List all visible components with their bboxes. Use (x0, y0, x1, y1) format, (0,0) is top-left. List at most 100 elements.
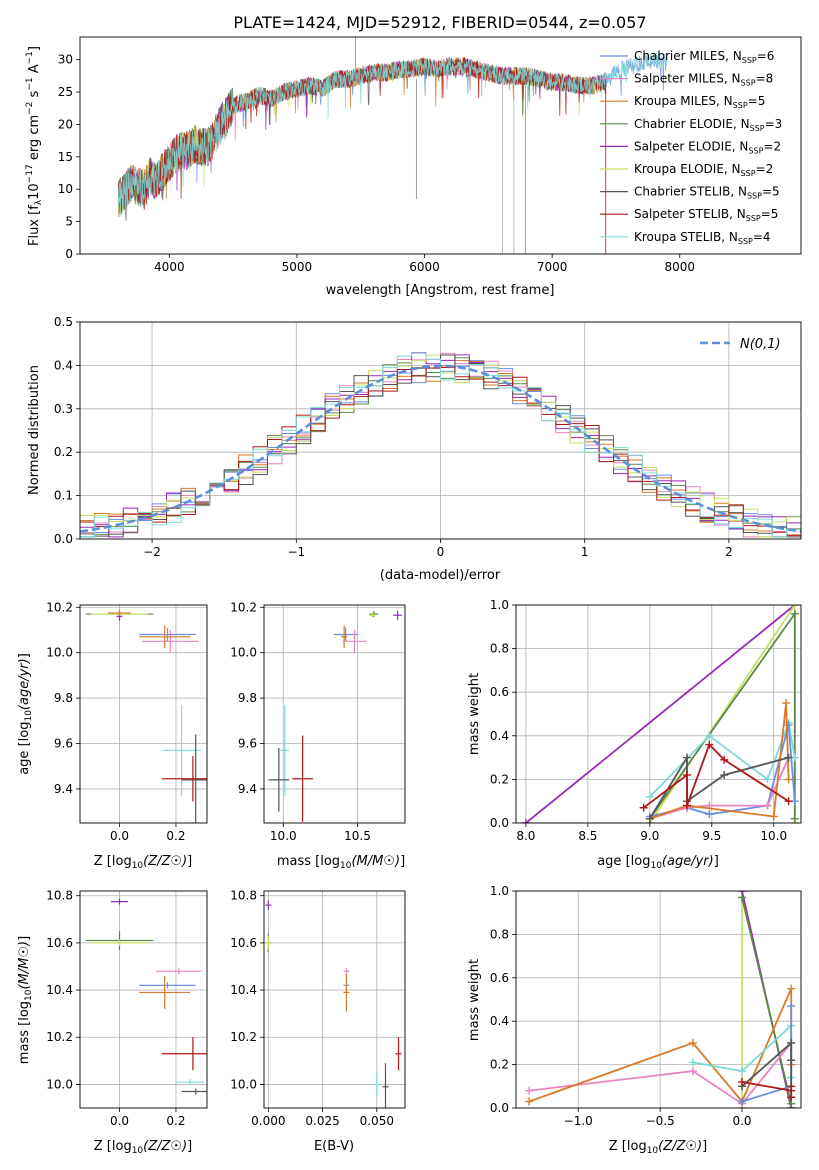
series-line (643, 742, 790, 809)
panel-age_vs_mass: 10.0 10.5 9.4 9.6 9.8 10.0 10.2 mass [log10(M/M… (230, 600, 406, 871)
axes-frame (263, 890, 406, 1109)
y-tick-label: 1.0 (490, 884, 509, 898)
plus-marker (521, 819, 530, 823)
legend-label: Salpeter MILES, NSSP=8 (634, 72, 773, 88)
x-tick-label: 0.000 (251, 1114, 285, 1128)
plus-marker (525, 1097, 534, 1106)
axes-frame (79, 321, 802, 540)
y-tick-label: 9.8 (54, 691, 73, 705)
plot-area (265, 900, 402, 1108)
data-point (181, 1088, 207, 1095)
data-point (156, 968, 202, 975)
plus-marker (720, 771, 729, 780)
axes-frame (515, 890, 802, 1109)
data-point (265, 900, 272, 910)
x-tick-label: 4000 (154, 260, 185, 274)
panel-mass_vs_Z: 0.0 0.2 10.0 10.2 10.4 10.6 10.8 Z [log10(Z/Z☉)… (17, 889, 208, 1156)
y-tick-label: 10.8 (230, 889, 257, 903)
plot-area (525, 891, 796, 1108)
histogram-series (80, 354, 801, 538)
x-tick-label: 9.5 (702, 829, 721, 843)
plot-area (117, 37, 668, 254)
y-tick-label: 0.8 (490, 927, 509, 941)
data-point (369, 611, 379, 618)
legend: N(0,1) (700, 337, 781, 352)
plus-marker (705, 731, 714, 740)
y-tick-label: 0.2 (490, 1058, 509, 1072)
plus-marker (738, 1067, 747, 1076)
plus-marker (683, 801, 691, 810)
data-point (373, 1072, 380, 1097)
plus-marker (738, 1097, 747, 1106)
axes-frame (263, 604, 406, 824)
x-tick-label: −1.0 (564, 1114, 593, 1128)
y-tick-label: 0.4 (490, 729, 509, 743)
y-tick-label: 10.2 (230, 1030, 257, 1044)
y-tick-label: 15 (58, 150, 73, 164)
plus-marker (782, 699, 791, 708)
y-tick-label: 9.4 (54, 782, 73, 796)
y-tick-label: 0.6 (490, 971, 509, 985)
y-axis-label: age [log10(age/yr)] (17, 653, 34, 775)
data-point (181, 734, 207, 823)
y-tick-label: 20 (58, 117, 73, 131)
y-tick-label: 0.5 (54, 315, 73, 329)
legend-label: Kroupa STELIB, NSSP=4 (634, 230, 771, 246)
panel-age_vs_Z: 0.0 0.2 9.4 9.6 9.8 10.0 10.2 Z [log10(Z/Z☉)] ag… (17, 600, 208, 871)
y-tick-label: 9.8 (238, 691, 257, 705)
x-tick-label: 8000 (664, 260, 695, 274)
plot-area (80, 352, 801, 538)
data-point (265, 935, 272, 950)
y-tick-label: 30 (58, 53, 73, 67)
series-line (528, 1042, 792, 1105)
data-point (292, 735, 313, 822)
legend-label: Kroupa MILES, NSSP=5 (634, 94, 765, 110)
plus-marker (787, 1038, 796, 1047)
x-tick-label: 8.5 (578, 829, 597, 843)
y-tick-label: 10.0 (230, 1077, 257, 1091)
x-axis-label: Z [log10(Z/Z☉)] (94, 1139, 192, 1156)
plus-marker (787, 1104, 796, 1108)
x-tick-label: 0.0 (110, 1114, 129, 1128)
y-axis-label: Normed distribution (27, 365, 42, 495)
axes-frame (79, 890, 208, 1109)
plus-marker (738, 893, 747, 902)
legend: Chabrier MILES, NSSP=6 Salpeter MILES, NS… (600, 49, 782, 246)
data-point (341, 625, 348, 649)
y-tick-label: 25 (58, 85, 73, 99)
x-tick-label: 0.0 (110, 829, 129, 843)
data-point (142, 629, 199, 653)
plus-marker (769, 812, 778, 821)
y-tick-label: 10.8 (46, 889, 73, 903)
x-tick-label: 0.050 (360, 1114, 394, 1128)
data-point (268, 748, 290, 812)
plus-marker (787, 1082, 796, 1091)
y-tick-label: 10.0 (46, 1077, 73, 1091)
x-tick-label: 0.2 (166, 1114, 185, 1128)
x-axis-label: age [log10(age/yr)] (597, 854, 719, 871)
y-axis-label: Flux [fλ10−17 erg cm−2 s−1 A−1] (25, 46, 44, 246)
y-tick-label: 0.0 (490, 1101, 509, 1115)
y-axis-label: mass [log10(M/M☉)] (17, 936, 34, 1064)
plus-marker (784, 775, 793, 784)
data-point (280, 704, 290, 796)
series-line (525, 605, 796, 823)
plus-marker (784, 753, 793, 762)
y-tick-label: 0.2 (490, 772, 509, 786)
x-tick-label: 0.025 (305, 1114, 339, 1128)
y-tick-label: 10.6 (230, 936, 257, 950)
x-tick-label: 10.0 (760, 829, 787, 843)
axes-frame (79, 604, 208, 824)
data-point (139, 982, 196, 989)
plus-marker (683, 753, 691, 762)
plus-marker (705, 810, 714, 819)
data-point (139, 627, 196, 642)
x-tick-label: 7000 (537, 260, 568, 274)
plus-marker (645, 814, 654, 823)
y-tick-label: 0.1 (54, 489, 73, 503)
plot-area (268, 610, 403, 822)
data-point (108, 609, 131, 616)
y-tick-label: 0.4 (490, 1014, 509, 1028)
data-point (175, 1079, 205, 1086)
